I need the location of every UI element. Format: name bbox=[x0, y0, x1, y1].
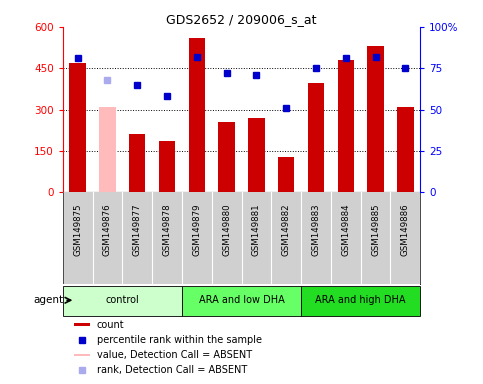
Bar bbox=[70, 63, 86, 192]
Bar bbox=[368, 46, 384, 192]
Text: ARA and low DHA: ARA and low DHA bbox=[199, 295, 284, 305]
FancyBboxPatch shape bbox=[63, 286, 182, 316]
Bar bbox=[189, 38, 205, 192]
Bar bbox=[308, 83, 324, 192]
Text: value, Detection Call = ABSENT: value, Detection Call = ABSENT bbox=[97, 350, 252, 360]
Title: GDS2652 / 209006_s_at: GDS2652 / 209006_s_at bbox=[166, 13, 317, 26]
Text: GSM149878: GSM149878 bbox=[163, 204, 171, 256]
Text: count: count bbox=[97, 319, 124, 329]
Text: GSM149885: GSM149885 bbox=[371, 204, 380, 256]
Bar bbox=[159, 141, 175, 192]
Text: ARA and high DHA: ARA and high DHA bbox=[315, 295, 406, 305]
FancyBboxPatch shape bbox=[301, 286, 420, 316]
Text: GSM149877: GSM149877 bbox=[133, 204, 142, 256]
Text: GSM149881: GSM149881 bbox=[252, 204, 261, 256]
Text: GSM149882: GSM149882 bbox=[282, 204, 291, 256]
Text: percentile rank within the sample: percentile rank within the sample bbox=[97, 335, 262, 345]
FancyBboxPatch shape bbox=[182, 286, 301, 316]
Text: GSM149879: GSM149879 bbox=[192, 204, 201, 256]
Text: GSM149875: GSM149875 bbox=[73, 204, 82, 256]
Bar bbox=[278, 157, 294, 192]
Text: control: control bbox=[105, 295, 139, 305]
Text: agent: agent bbox=[33, 295, 63, 305]
Text: GSM149886: GSM149886 bbox=[401, 204, 410, 256]
Bar bbox=[73, 323, 90, 326]
Bar bbox=[397, 107, 413, 192]
Bar bbox=[338, 60, 354, 192]
Bar bbox=[248, 118, 265, 192]
Bar bbox=[218, 122, 235, 192]
Text: rank, Detection Call = ABSENT: rank, Detection Call = ABSENT bbox=[97, 366, 247, 376]
Bar bbox=[99, 107, 115, 192]
Text: GSM149880: GSM149880 bbox=[222, 204, 231, 256]
Text: GSM149883: GSM149883 bbox=[312, 204, 320, 256]
Bar bbox=[129, 134, 145, 192]
Text: GSM149884: GSM149884 bbox=[341, 204, 350, 256]
Text: GSM149876: GSM149876 bbox=[103, 204, 112, 256]
Bar bbox=[73, 354, 90, 356]
